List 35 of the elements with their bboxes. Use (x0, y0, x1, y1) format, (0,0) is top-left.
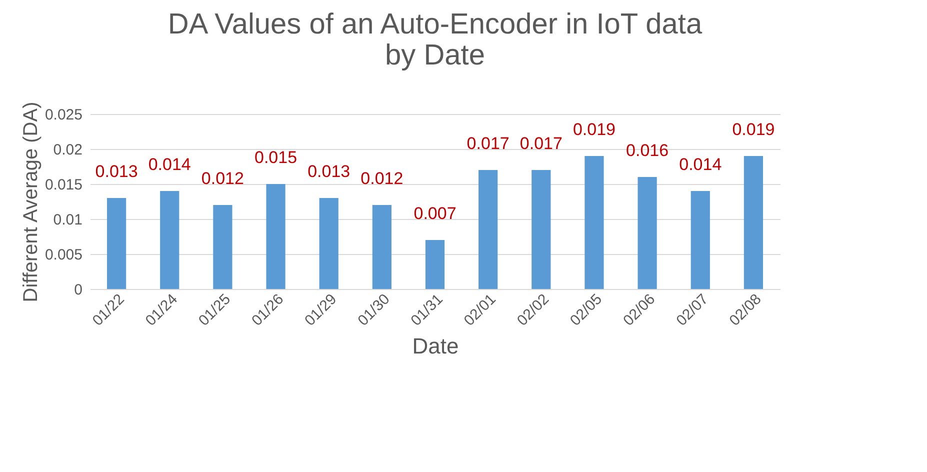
bar (106, 198, 126, 289)
data-label: 0.013 (95, 162, 138, 181)
data-label: 0.014 (679, 155, 722, 174)
bar (478, 170, 498, 289)
bar (584, 156, 604, 289)
chart-title: DA Values of an Auto-Encoder in IoT data by Date (168, 8, 703, 72)
bar (690, 191, 710, 289)
data-label: 0.017 (520, 134, 562, 153)
bar (266, 184, 286, 289)
y-tick-label: 0.015 (44, 176, 82, 194)
data-label: 0.016 (626, 141, 669, 160)
data-label: 0.019 (572, 120, 616, 139)
data-label: 0.015 (254, 148, 298, 167)
bar (372, 205, 392, 289)
y-tick-label: 0.01 (53, 212, 82, 228)
data-label: 0.017 (466, 134, 510, 153)
bar (744, 156, 764, 289)
bar (213, 205, 232, 289)
bar (319, 198, 338, 289)
y-tick-label: 0 (74, 282, 82, 298)
data-label: 0.014 (148, 155, 191, 174)
y-tick-label: 0.025 (44, 106, 82, 124)
bar (638, 177, 657, 289)
y-tick-label: 0.005 (44, 246, 82, 264)
bar (532, 170, 551, 289)
data-label: 0.019 (732, 120, 775, 139)
y-axis-title: Different Average (DA) (20, 102, 42, 302)
x-axis-title: Date (412, 334, 459, 359)
data-label: 0.013 (308, 162, 350, 181)
y-tick-label: 0.02 (53, 142, 82, 158)
bar (425, 240, 445, 289)
bar (160, 191, 180, 289)
data-label: 0.007 (414, 204, 456, 223)
data-label: 0.012 (201, 169, 244, 188)
data-label: 0.012 (360, 169, 404, 188)
